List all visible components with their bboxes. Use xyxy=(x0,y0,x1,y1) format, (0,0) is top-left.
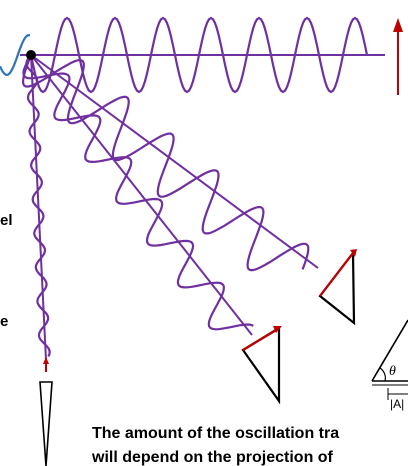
left-label-el: el xyxy=(0,212,13,229)
reference-triangle xyxy=(371,319,408,400)
diagonal-wave-1 xyxy=(21,54,310,272)
magnitude-label: |A| xyxy=(390,397,404,411)
theta-label: θ xyxy=(389,364,396,379)
ray-line-2 xyxy=(30,54,253,336)
horizontal-wave xyxy=(29,16,369,94)
caption-line-2: will depend on the projection of xyxy=(91,449,334,466)
vertical-ray-line xyxy=(30,54,47,361)
origin-point xyxy=(26,50,36,60)
caption-line-1: The amount of the oscillation tra xyxy=(92,425,339,442)
vertical-projection-marker xyxy=(39,357,53,466)
ray-line-1 xyxy=(30,54,319,269)
incoming-wave xyxy=(0,33,31,77)
left-label-e: e xyxy=(0,313,8,330)
diagonal-wave-2 xyxy=(22,54,254,331)
projection-triangle-2 xyxy=(241,326,282,405)
projection-triangle-1 xyxy=(318,249,357,326)
top-right-red-arrowhead xyxy=(393,18,403,32)
